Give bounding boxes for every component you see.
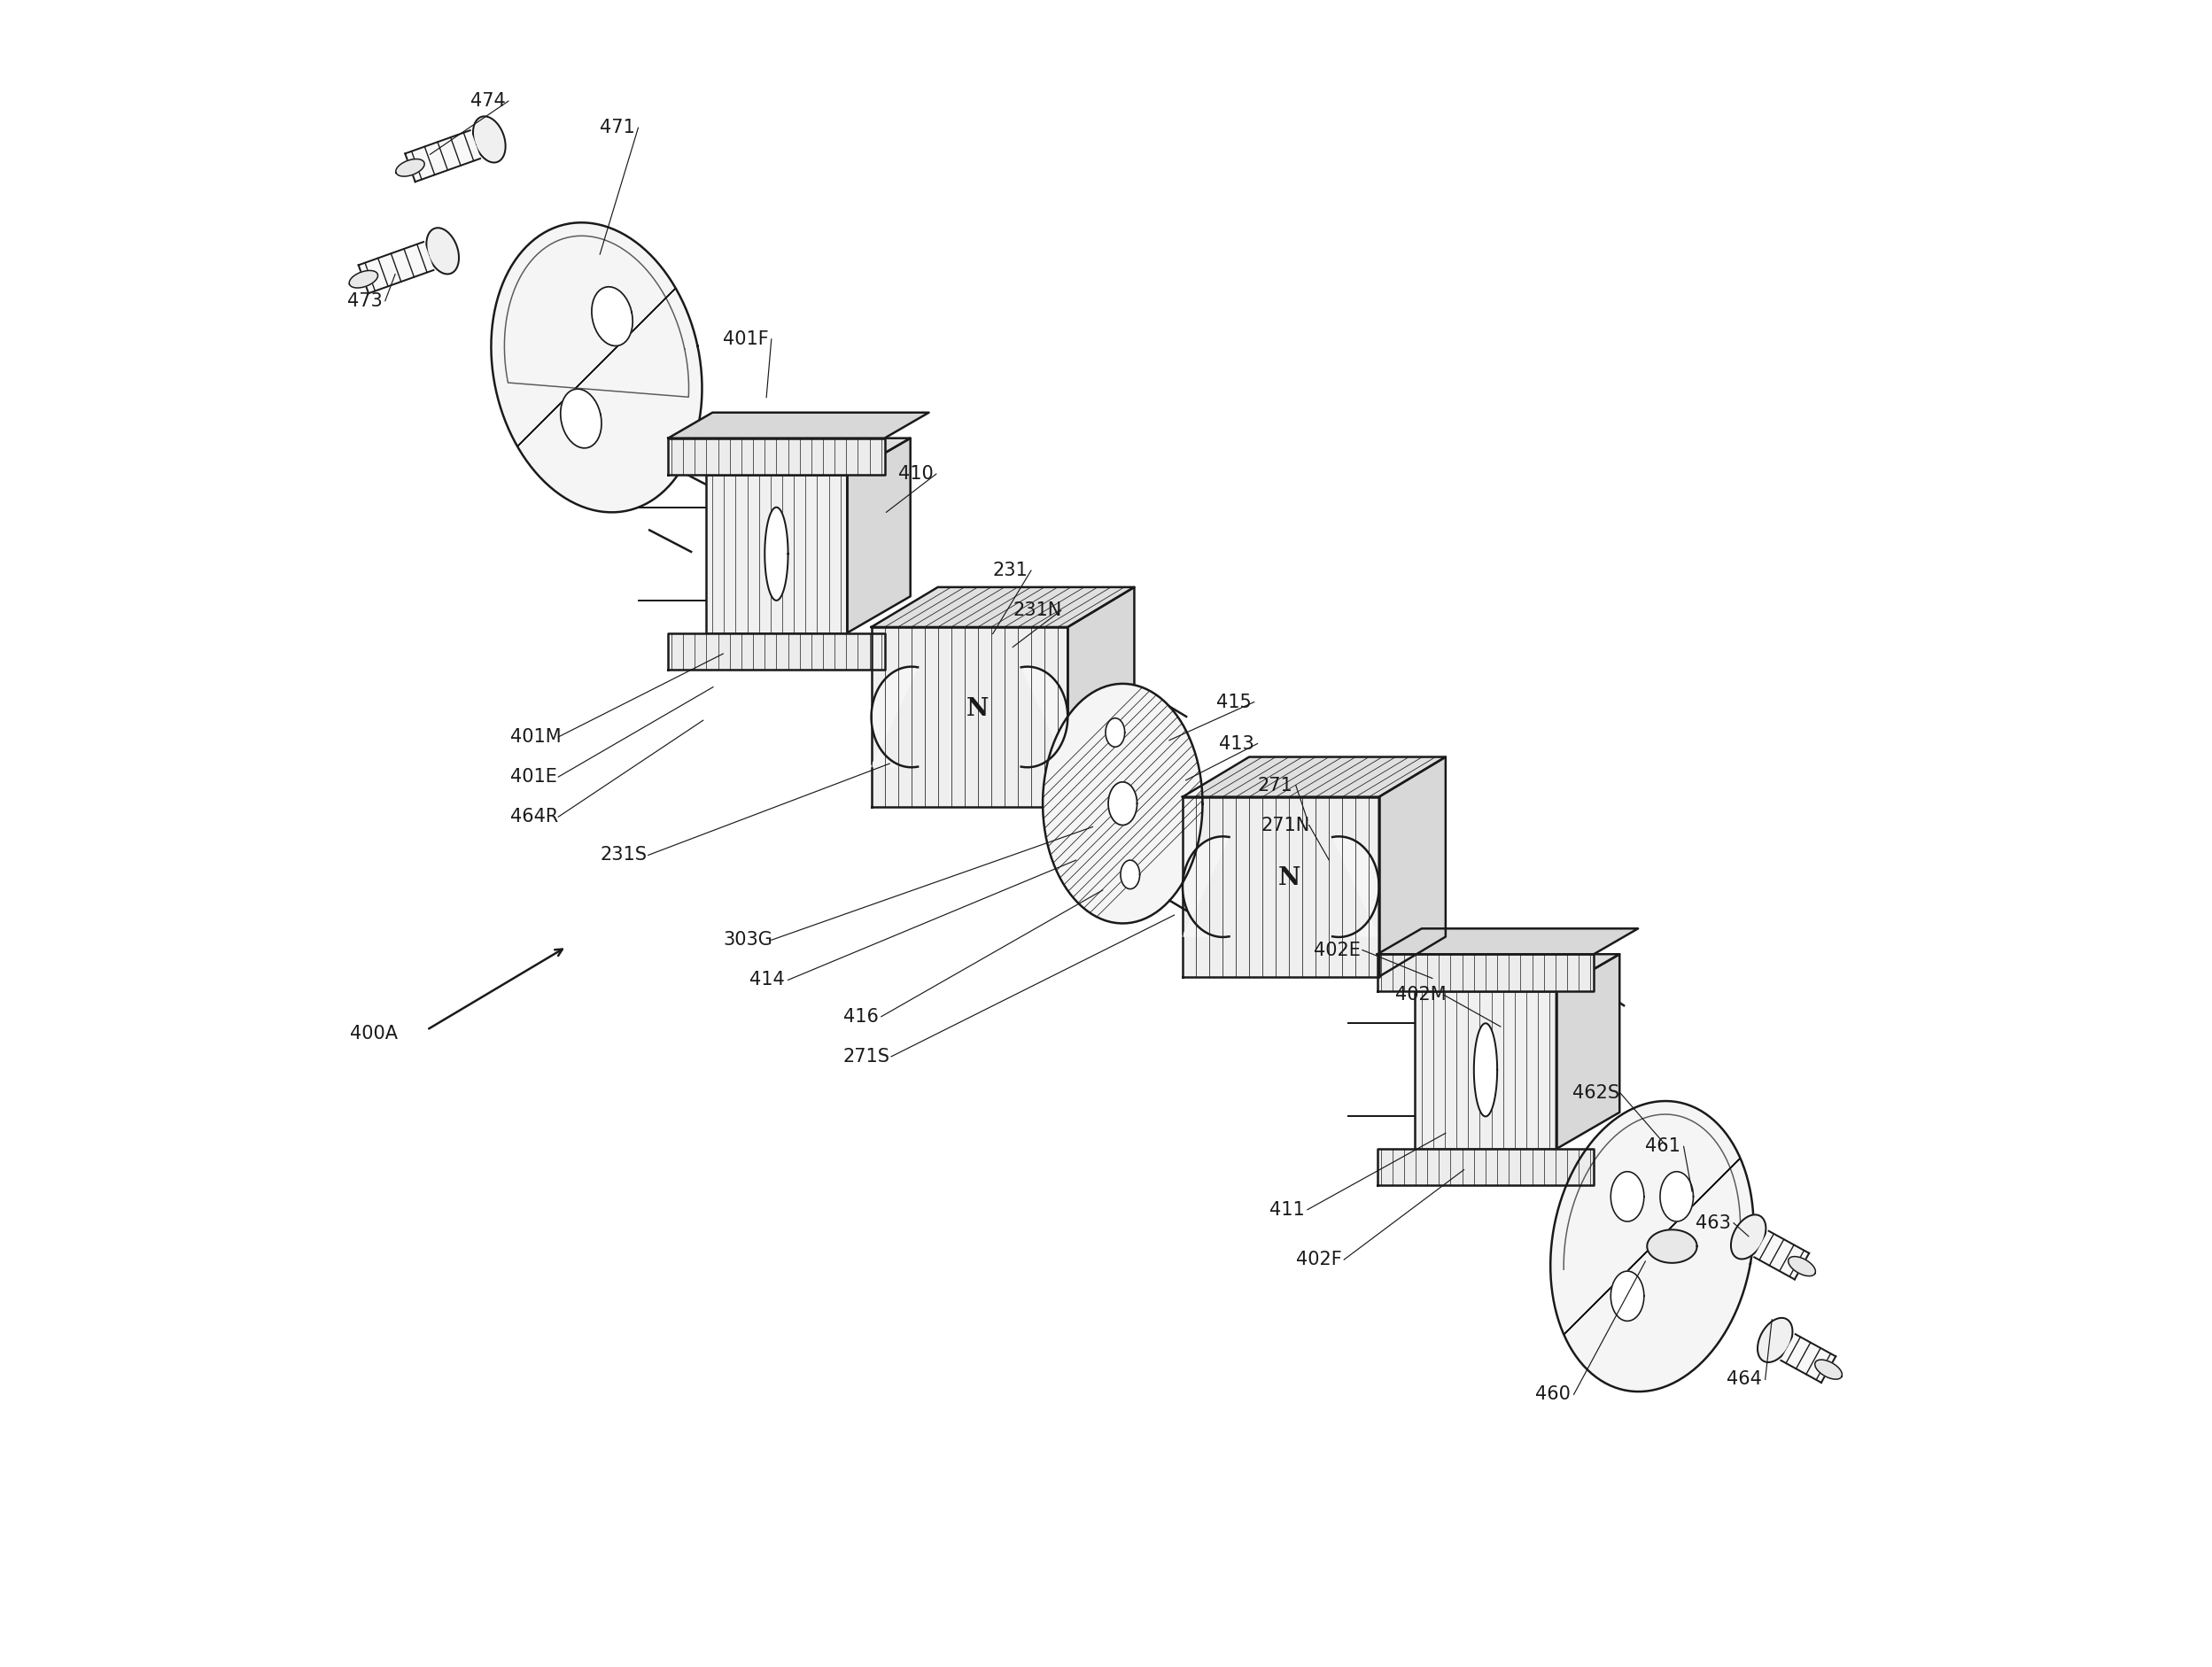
Text: 413: 413 xyxy=(1219,735,1254,752)
Polygon shape xyxy=(706,438,911,475)
Text: 471: 471 xyxy=(599,118,635,137)
Polygon shape xyxy=(1042,683,1203,924)
Polygon shape xyxy=(1754,1230,1809,1279)
Polygon shape xyxy=(1648,1230,1697,1264)
Polygon shape xyxy=(1473,1024,1498,1117)
Polygon shape xyxy=(1332,837,1378,937)
Text: 271N: 271N xyxy=(1261,817,1310,834)
Text: 402M: 402M xyxy=(1396,987,1447,1004)
Polygon shape xyxy=(1732,1215,1765,1259)
Text: N: N xyxy=(967,697,989,720)
Text: 416: 416 xyxy=(843,1009,878,1025)
Text: 414: 414 xyxy=(750,972,785,989)
Text: 271S: 271S xyxy=(843,1047,889,1065)
Polygon shape xyxy=(668,633,885,670)
Polygon shape xyxy=(591,287,633,345)
Text: 410: 410 xyxy=(898,465,933,483)
Polygon shape xyxy=(1814,1360,1843,1379)
Text: 231S: 231S xyxy=(599,847,646,864)
Text: 231: 231 xyxy=(993,562,1029,580)
Polygon shape xyxy=(1659,1172,1694,1222)
Polygon shape xyxy=(1121,860,1139,889)
Polygon shape xyxy=(1378,757,1447,977)
Polygon shape xyxy=(427,228,458,273)
Polygon shape xyxy=(473,117,507,162)
Polygon shape xyxy=(1759,1319,1792,1362)
Text: 402F: 402F xyxy=(1296,1250,1343,1269)
Polygon shape xyxy=(1781,1334,1836,1382)
Polygon shape xyxy=(358,242,434,293)
Text: 401M: 401M xyxy=(511,728,562,745)
Text: 461: 461 xyxy=(1646,1137,1681,1155)
Text: 464: 464 xyxy=(1728,1370,1763,1389)
Polygon shape xyxy=(1416,990,1557,1149)
Text: 401E: 401E xyxy=(511,768,557,785)
Polygon shape xyxy=(872,627,1068,807)
Polygon shape xyxy=(349,270,378,288)
Text: 303G: 303G xyxy=(723,932,772,949)
Text: 271: 271 xyxy=(1256,777,1292,793)
Polygon shape xyxy=(1610,1272,1644,1320)
Polygon shape xyxy=(1551,1100,1754,1392)
Polygon shape xyxy=(1068,587,1135,807)
Polygon shape xyxy=(1610,1172,1644,1222)
Polygon shape xyxy=(1183,837,1230,937)
Polygon shape xyxy=(1022,667,1068,767)
Polygon shape xyxy=(560,388,602,448)
Text: N: N xyxy=(1279,867,1301,890)
Polygon shape xyxy=(872,587,1135,627)
Text: 411: 411 xyxy=(1270,1200,1305,1219)
Polygon shape xyxy=(706,475,847,633)
Polygon shape xyxy=(1378,929,1639,954)
Polygon shape xyxy=(668,412,929,438)
Text: 401F: 401F xyxy=(723,330,770,348)
Polygon shape xyxy=(396,158,425,177)
Polygon shape xyxy=(1416,954,1619,990)
Polygon shape xyxy=(847,438,911,633)
Polygon shape xyxy=(765,507,787,600)
Polygon shape xyxy=(1787,1257,1816,1275)
Text: 463: 463 xyxy=(1694,1214,1730,1232)
Polygon shape xyxy=(1108,782,1137,825)
Text: 400A: 400A xyxy=(349,1025,398,1042)
Text: 473: 473 xyxy=(347,292,383,310)
Polygon shape xyxy=(872,667,918,767)
Text: 415: 415 xyxy=(1217,693,1252,710)
Polygon shape xyxy=(1557,954,1619,1149)
Polygon shape xyxy=(1183,757,1447,797)
Text: 460: 460 xyxy=(1535,1385,1571,1404)
Polygon shape xyxy=(405,130,480,182)
Polygon shape xyxy=(1378,954,1595,990)
Text: 402E: 402E xyxy=(1314,942,1360,959)
Polygon shape xyxy=(668,438,885,475)
Polygon shape xyxy=(491,223,701,512)
Polygon shape xyxy=(1183,797,1378,977)
Text: 474: 474 xyxy=(471,92,504,110)
Text: 462S: 462S xyxy=(1573,1084,1619,1102)
Polygon shape xyxy=(1378,1149,1595,1185)
Polygon shape xyxy=(1106,718,1124,747)
Text: 464R: 464R xyxy=(511,808,557,825)
Text: 231N: 231N xyxy=(1013,602,1062,620)
